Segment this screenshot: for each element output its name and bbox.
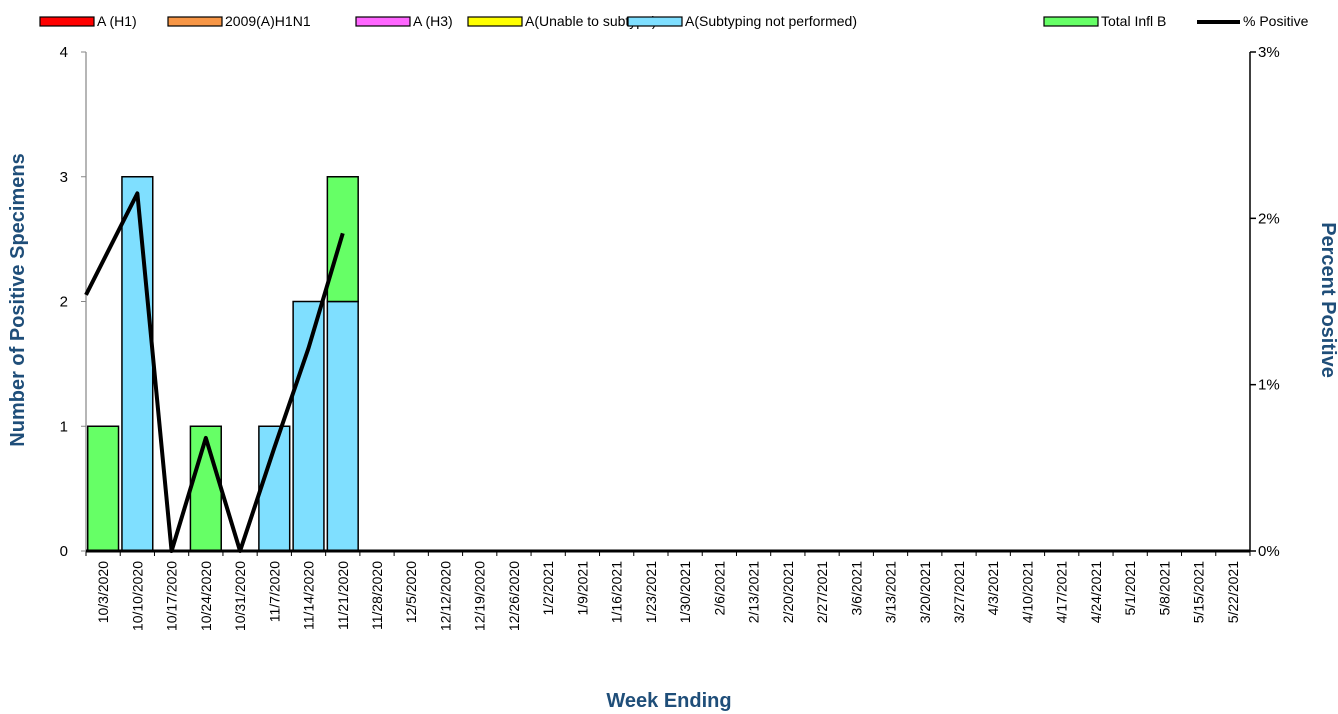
x-tick-label: 10/10/2020 (129, 561, 145, 631)
y2-tick-label: 0% (1258, 543, 1280, 560)
x-tick-label: 3/20/2021 (917, 561, 933, 623)
legend-label: % Positive (1243, 13, 1309, 29)
x-axis-title: Week Ending (606, 690, 731, 712)
legend-label: A (H1) (97, 13, 137, 29)
x-tick-label: 11/28/2020 (369, 561, 385, 630)
bar-segment (293, 302, 324, 552)
x-tick-label: 4/3/2021 (985, 561, 1001, 616)
x-tick-label: 5/22/2021 (1225, 561, 1241, 623)
x-axis-ticks: 10/3/2020 10/10/2020 10/17/2020 10/24/2020 1… (95, 561, 1241, 631)
y2-tick-label: 3% (1258, 44, 1280, 61)
x-tick-label: 4/10/2021 (1019, 561, 1035, 623)
right-axis-ticks: 0% 1% 2% 3% (1250, 44, 1280, 560)
legend-swatch (40, 17, 94, 26)
legend-label: A (H3) (413, 13, 453, 29)
legend-swatch (356, 17, 410, 26)
y2-tick-label: 1% (1258, 377, 1280, 394)
x-tick-label: 12/12/2020 (437, 561, 453, 631)
y2-tick-label: 2% (1258, 210, 1280, 227)
x-tick-label: 2/27/2021 (814, 561, 830, 623)
legend: A (H1) 2009(A)H1N1 A (H3) A(Unable to subty… (40, 13, 1309, 29)
x-tick-label: 4/24/2021 (1088, 561, 1104, 623)
x-tick-label: 11/14/2020 (301, 561, 317, 630)
bar-segment (122, 177, 153, 551)
x-tick-label: 2/20/2021 (780, 561, 796, 623)
x-tick-label: 11/21/2020 (335, 561, 351, 630)
x-tick-label: 1/23/2021 (643, 561, 659, 623)
x-tick-label: 3/27/2021 (951, 561, 967, 623)
x-tick-label: 12/19/2020 (472, 561, 488, 631)
x-tick-label: 12/26/2020 (506, 561, 522, 631)
x-tick-label: 1/9/2021 (574, 561, 590, 616)
y-tick-label: 1 (60, 418, 68, 435)
y2-axis-title: Percent Positive (1317, 222, 1338, 378)
bar-segment (88, 426, 119, 551)
x-tick-label: 3/6/2021 (848, 561, 864, 616)
legend-label: A(Subtyping not performed) (685, 13, 857, 29)
x-tick-label: 5/15/2021 (1191, 561, 1207, 623)
legend-swatch (168, 17, 222, 26)
x-tick-label: 12/5/2020 (403, 561, 419, 623)
left-axis-ticks: 0 1 2 3 4 (60, 44, 86, 560)
x-tick-label: 1/2/2021 (540, 561, 556, 616)
x-tick-label: 2/13/2021 (746, 561, 762, 623)
x-tick-label: 10/17/2020 (164, 561, 180, 631)
y-tick-label: 0 (60, 543, 68, 560)
x-tick-label: 10/24/2020 (198, 561, 214, 631)
legend-label: Total Infl B (1101, 13, 1166, 29)
legend-swatch (1044, 17, 1098, 26)
y-tick-label: 2 (60, 294, 68, 311)
x-tick-label: 4/17/2021 (1054, 561, 1070, 623)
x-tick-label: 3/13/2021 (883, 561, 899, 623)
bar-segment (190, 426, 221, 551)
x-tick-label: 5/8/2021 (1156, 561, 1172, 616)
y-tick-label: 4 (60, 44, 68, 61)
x-tick-label: 10/31/2020 (232, 561, 248, 631)
x-tick-label: 10/3/2020 (95, 561, 111, 623)
x-tick-label: 1/30/2021 (677, 561, 693, 623)
bar-segment (327, 302, 358, 552)
y-axis-title: Number of Positive Specimens (7, 153, 29, 446)
legend-swatch (628, 17, 682, 26)
x-tick-label: 1/16/2021 (609, 561, 625, 623)
x-tick-label: 11/7/2020 (266, 561, 282, 622)
y-tick-label: 3 (60, 169, 68, 186)
x-tick-label: 2/6/2021 (711, 561, 727, 616)
legend-swatch (468, 17, 522, 26)
x-tick-label: 5/1/2021 (1122, 561, 1138, 616)
legend-label: 2009(A)H1N1 (225, 13, 311, 29)
